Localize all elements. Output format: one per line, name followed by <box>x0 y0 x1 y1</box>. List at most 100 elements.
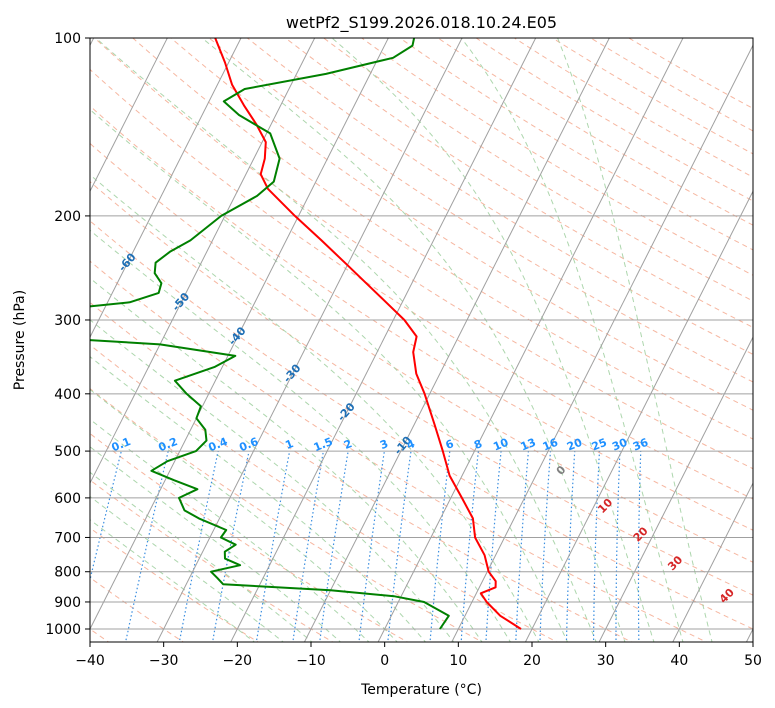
y-axis: 100 200 300 400 500 600 700 800 900 1000 <box>45 31 90 638</box>
mixing-ratio-line <box>592 451 601 642</box>
background-lines <box>90 38 753 642</box>
y-tick-label: 400 <box>54 387 81 403</box>
dewpoint-profile-line <box>90 38 450 630</box>
mixing-ratio-line <box>637 451 642 642</box>
moist-adiabat-line <box>460 38 684 642</box>
isotherm-label: -30 <box>281 361 304 385</box>
isotherm-line <box>524 190 753 642</box>
mixing-ratio-label: 3 <box>378 437 390 452</box>
grid-lines <box>90 38 753 642</box>
mixing-ratio-line <box>539 451 552 642</box>
y-tick-label: 300 <box>54 313 81 329</box>
mixing-ratio-line <box>485 451 502 642</box>
dry-adiabat-line <box>284 38 753 328</box>
mixing-ratio-line <box>319 450 349 642</box>
moist-adiabat-label: 20 <box>631 524 651 544</box>
x-tick-label: 10 <box>449 653 467 669</box>
dry-adiabat-line <box>90 68 753 500</box>
dry-adiabat-line <box>589 38 753 132</box>
moist-adiabat-line <box>90 471 313 642</box>
mixing-ratio-line <box>565 451 576 642</box>
x-tick-label: 40 <box>670 653 688 669</box>
dry-adiabat-line <box>322 38 753 302</box>
isotherm-line <box>90 38 168 193</box>
sounding-profiles <box>90 38 522 630</box>
mixing-ratio-line <box>358 451 385 642</box>
isotherm-label: -60 <box>116 250 139 274</box>
x-tick-label: 50 <box>744 653 762 669</box>
isotherm-line <box>303 38 610 642</box>
dry-adiabat-line <box>90 527 259 642</box>
x-axis: −40 −30 −20 −10 0 10 20 30 40 50 <box>75 642 762 669</box>
dry-adiabat-line <box>132 38 753 440</box>
moist-adiabat-line <box>90 356 427 642</box>
moist-adiabat-line <box>331 38 655 642</box>
mixing-ratio-line <box>515 451 529 642</box>
y-tick-label: 700 <box>54 530 81 546</box>
isotherm-line <box>451 44 753 642</box>
x-tick-label: −40 <box>75 653 105 669</box>
y-tick-label: 600 <box>54 491 81 507</box>
mixing-ratio-label: 13 <box>519 436 538 454</box>
mixing-ratio-label: 1 <box>283 437 295 452</box>
y-tick-label: 1000 <box>45 622 81 638</box>
mixing-ratio-label: 10 <box>491 436 510 454</box>
moist-adiabat-line <box>201 38 626 642</box>
mixing-ratio-line <box>255 450 291 642</box>
moist-adiabat-line <box>90 388 398 642</box>
mixing-ratio-label: 20 <box>565 436 584 454</box>
mixing-ratio-label: 30 <box>610 436 629 454</box>
moist-adiabat-line <box>90 229 511 642</box>
mixing-ratio-line <box>90 450 122 583</box>
dry-adiabat-line <box>627 38 753 109</box>
dry-adiabat-line <box>437 38 753 226</box>
dry-adiabat-line <box>93 38 753 470</box>
isotherm-line <box>598 336 753 642</box>
isotherm-label: -40 <box>226 324 249 348</box>
dry-adiabat-line <box>513 38 753 178</box>
y-tick-label: 900 <box>54 595 81 611</box>
mixing-ratio-label: 8 <box>472 437 484 452</box>
mixing-ratio-line <box>615 451 621 642</box>
isotherm-line <box>230 38 537 642</box>
dry-adiabat-line <box>90 260 708 642</box>
moist-adiabat-label: 30 <box>665 553 685 573</box>
isopleth-labels: -100-90-80-70-60-50-40-30-20-100.10.20.4… <box>13 162 737 606</box>
x-tick-label: 20 <box>523 653 541 669</box>
x-tick-label: −30 <box>149 653 179 669</box>
dry-adiabat-line <box>90 301 633 642</box>
isotherm-label: -50 <box>169 290 192 314</box>
plot-frame <box>89 37 754 643</box>
moist-adiabat-label: 40 <box>717 586 737 606</box>
y-tick-label: 200 <box>54 209 81 225</box>
dry-adiabat-line <box>90 433 409 642</box>
chart-title: wetPf2_S199.2026.018.10.24.E05 <box>286 13 557 33</box>
moist-adiabat-line <box>90 519 256 642</box>
dry-adiabat-line <box>90 105 753 531</box>
x-axis-title: Temperature (°C) <box>360 682 482 698</box>
y-axis-title: Pressure (hPa) <box>12 290 28 390</box>
dry-adiabat-line <box>90 344 559 642</box>
x-tick-label: −10 <box>296 653 326 669</box>
dry-adiabat-line <box>208 38 753 383</box>
dry-adiabat-line <box>90 220 753 630</box>
dry-adiabat-line <box>360 38 753 276</box>
moist-adiabat-label: 10 <box>595 496 615 516</box>
moist-adiabat-line <box>557 38 713 642</box>
mixing-ratio-line <box>178 450 219 642</box>
mixing-ratio-label: 36 <box>631 436 650 454</box>
x-tick-label: 0 <box>380 653 389 669</box>
isotherm-label: -80 <box>13 162 36 186</box>
mixing-ratio-line <box>211 450 250 642</box>
dry-adiabat-line <box>90 181 753 596</box>
x-tick-label: 30 <box>597 653 615 669</box>
isotherm-line <box>90 38 316 485</box>
temperature-profile-line <box>214 38 522 630</box>
mixing-ratio-label: 16 <box>541 436 560 454</box>
moist-adiabat-line <box>90 418 370 642</box>
moist-adiabat-line <box>90 446 342 642</box>
isotherm-line <box>745 627 753 642</box>
mixing-ratio-label: 25 <box>590 436 609 454</box>
mixing-ratio-line <box>387 451 412 642</box>
